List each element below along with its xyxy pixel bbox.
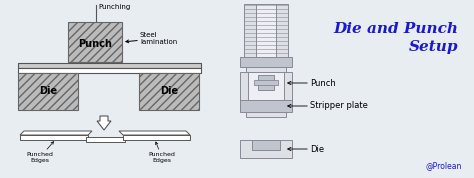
Bar: [258, 75, 274, 90]
Bar: [240, 140, 292, 158]
Bar: [240, 72, 292, 110]
Bar: [256, 4, 276, 59]
Bar: [86, 137, 125, 142]
Bar: [123, 135, 190, 140]
Polygon shape: [119, 131, 190, 135]
Text: Punching: Punching: [98, 4, 130, 10]
Text: Stripper plate: Stripper plate: [288, 101, 368, 111]
Bar: [244, 4, 288, 59]
Text: Die and Punch: Die and Punch: [333, 22, 458, 36]
Bar: [18, 68, 201, 73]
Text: Punched
Edges: Punched Edges: [27, 142, 54, 163]
Bar: [254, 80, 278, 85]
Text: Die: Die: [288, 145, 324, 153]
Text: Die: Die: [39, 86, 57, 96]
Bar: [20, 135, 88, 140]
Text: @Prolean: @Prolean: [426, 161, 462, 170]
Bar: [18, 63, 201, 68]
Bar: [246, 112, 286, 117]
Bar: [252, 140, 280, 150]
Text: Punch: Punch: [288, 78, 336, 88]
Text: Punch: Punch: [78, 39, 112, 49]
Bar: [139, 73, 199, 110]
Bar: [18, 73, 78, 110]
Polygon shape: [97, 116, 111, 130]
Bar: [240, 57, 292, 67]
Text: Die: Die: [160, 86, 178, 96]
Bar: [248, 72, 284, 100]
Bar: [68, 22, 122, 62]
Polygon shape: [20, 131, 92, 135]
Bar: [240, 100, 292, 112]
Text: Steel
lamination: Steel lamination: [126, 32, 177, 45]
Text: Setup: Setup: [409, 40, 458, 54]
Text: Punched
Edges: Punched Edges: [148, 142, 175, 163]
Bar: [246, 67, 286, 72]
